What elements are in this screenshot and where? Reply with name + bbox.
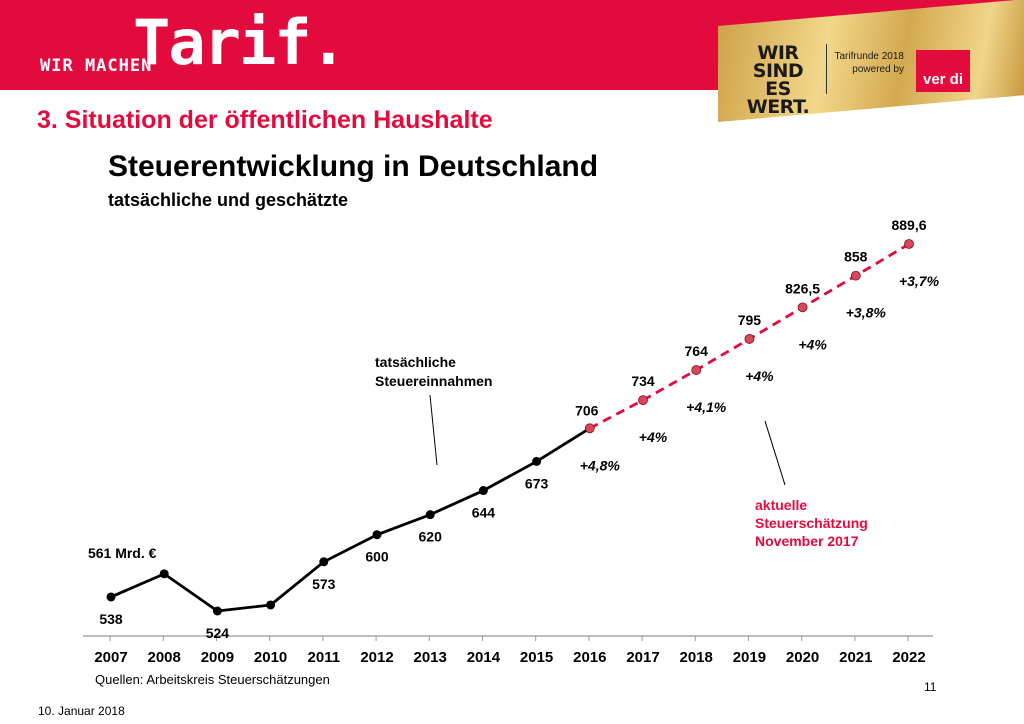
annotation-actual-pointer — [429, 394, 438, 466]
x-tick-label: 2019 — [733, 649, 766, 666]
value-label: 673 — [525, 475, 549, 491]
forecast-point — [797, 302, 808, 313]
x-tick-label: 2008 — [148, 649, 181, 666]
forecast-point — [691, 365, 702, 375]
forecast-point — [850, 270, 861, 281]
slide-date: 10. Januar 2018 — [38, 704, 125, 718]
value-label: 889,6 — [891, 217, 926, 233]
growth-label: +4,8% — [580, 457, 621, 473]
campaign-slogan-line: WIR — [757, 42, 799, 64]
tarifrunde-line: powered by — [852, 64, 904, 75]
annotation-forecast-line: November 2017 — [755, 533, 859, 549]
actual-point — [478, 486, 488, 496]
tarifrunde-text: Tarifrunde 2018 powered by — [834, 50, 905, 76]
annotation-actual-line: Steuereinnahmen — [375, 373, 492, 389]
brand-logo-text: Tarif. — [133, 6, 347, 79]
value-label: 858 — [844, 249, 868, 265]
forecast-point — [744, 334, 755, 344]
x-tick-label: 2016 — [573, 649, 606, 666]
verdi-logo: ver di — [916, 50, 970, 92]
value-label: 734 — [631, 373, 655, 389]
x-tick-label: 2012 — [360, 649, 393, 666]
campaign-slogan-line: SIND ES — [752, 60, 804, 100]
actual-line — [110, 427, 591, 613]
chart-title: Steuerentwicklung in Deutschland — [108, 150, 599, 183]
annotation-actual-line: tatsächliche — [375, 354, 456, 370]
growth-label: +4% — [798, 336, 827, 352]
value-label: 561 Mrd. € — [88, 545, 157, 561]
x-tick-label: 2020 — [786, 649, 819, 666]
actual-point — [372, 530, 382, 540]
value-label: 573 — [312, 576, 336, 592]
section-title: 3. Situation der öffentlichen Haushalte — [37, 106, 493, 134]
source-note: Quellen: Arbeitskreis Steuerschätzungen — [95, 672, 330, 687]
x-tick-label: 2017 — [626, 649, 659, 666]
value-label: 795 — [738, 312, 762, 328]
growth-label: +3,7% — [899, 273, 940, 289]
value-label: 644 — [472, 505, 496, 521]
x-tick-label: 2007 — [94, 649, 127, 666]
growth-label: +4% — [639, 429, 668, 445]
brand-tagline: WIR MACHEN — [40, 56, 153, 76]
value-label: 524 — [206, 625, 230, 641]
actual-point — [319, 557, 329, 567]
growth-label: +4,1% — [686, 399, 727, 415]
x-tick-label: 2015 — [520, 649, 553, 666]
tarifrunde-line: Tarifrunde 2018 — [834, 51, 905, 62]
page-number: 11 — [924, 680, 937, 694]
value-label: 706 — [575, 402, 599, 418]
x-tick-label: 2022 — [892, 649, 925, 666]
forecast-point — [904, 239, 914, 249]
annotation-forecast-line: aktuelle — [755, 497, 807, 513]
actual-point — [159, 569, 169, 579]
actual-point — [106, 592, 116, 602]
chart-subtitle: tatsächliche und geschätzte — [108, 190, 349, 210]
badge-divider — [826, 44, 827, 94]
campaign-slogan-line: WERT. — [746, 96, 810, 118]
value-label: 764 — [685, 343, 709, 359]
x-tick-label: 2014 — [467, 649, 501, 666]
x-tick-label: 2009 — [201, 649, 234, 666]
growth-label: +3,8% — [846, 305, 887, 321]
campaign-badge-content: WIR SIND ES WERT. Tarifrunde 2018 powere… — [738, 40, 1018, 117]
x-tick-label: 2010 — [254, 649, 287, 666]
x-tick-label: 2021 — [839, 649, 872, 666]
campaign-slogan: WIR SIND ES WERT. — [738, 42, 818, 118]
actual-point — [266, 600, 276, 610]
value-label: 826,5 — [785, 280, 820, 296]
x-tick-label: 2013 — [414, 649, 447, 666]
actual-point — [212, 606, 222, 616]
value-label: 620 — [419, 529, 443, 545]
junction-point — [584, 423, 595, 434]
growth-label: +4% — [745, 368, 774, 384]
x-tick-label: 2011 — [308, 649, 341, 666]
actual-point — [425, 510, 435, 520]
forecast-point — [638, 395, 648, 406]
x-tick-label: 2018 — [680, 649, 713, 666]
annotation-forecast-line: Steuerschätzung — [755, 515, 868, 531]
value-label: 600 — [365, 549, 389, 565]
annotation-forecast-pointer — [764, 420, 786, 486]
value-label: 538 — [99, 611, 123, 627]
actual-point — [532, 456, 542, 466]
